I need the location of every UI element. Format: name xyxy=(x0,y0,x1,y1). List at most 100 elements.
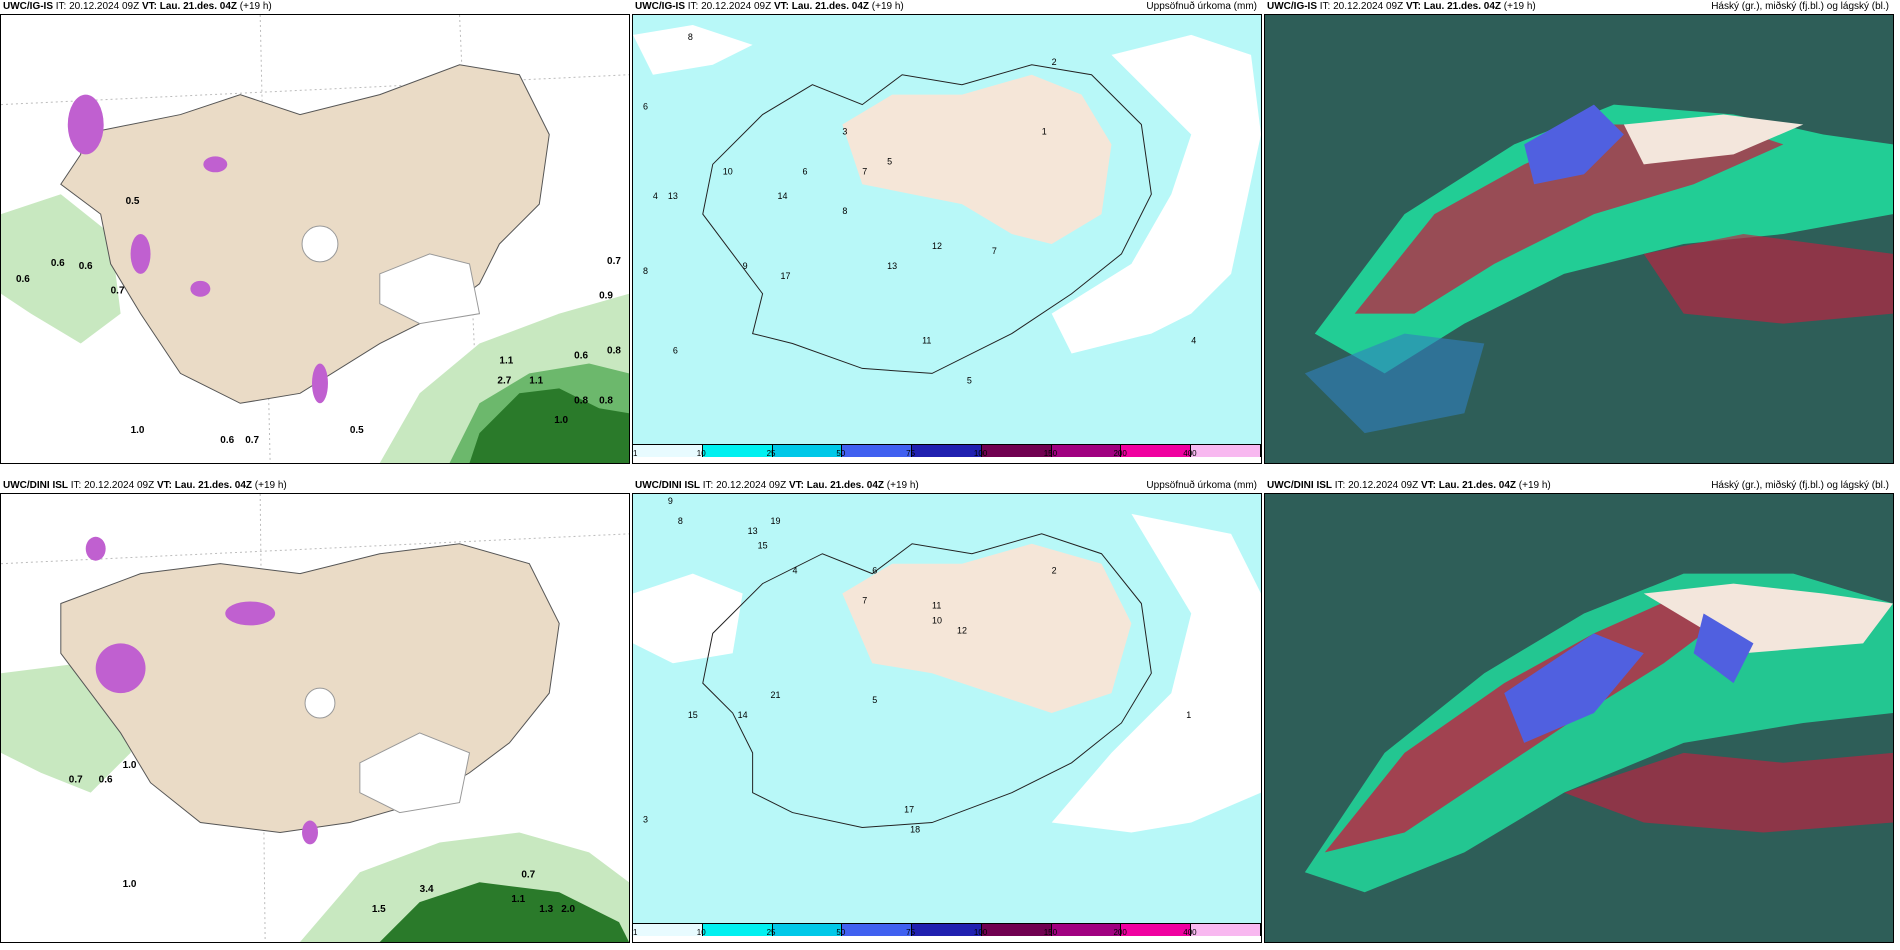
svg-text:5: 5 xyxy=(872,695,877,705)
panel-accum-precip-dini: UWC/DINI ISL IT: 20.12.2024 09Z VT: Lau.… xyxy=(632,480,1262,943)
svg-text:5: 5 xyxy=(887,156,892,166)
colorbar-segment: 10 xyxy=(697,445,773,458)
precip-colorbar: 1 10 25 50 75 100 150 200 400 xyxy=(633,444,1262,463)
svg-text:0.5: 0.5 xyxy=(126,196,140,207)
svg-text:6: 6 xyxy=(802,166,807,176)
panel-clouds-dini: UWC/DINI ISL IT: 20.12.2024 09Z VT: Lau.… xyxy=(1264,480,1894,943)
svg-text:12: 12 xyxy=(957,625,967,635)
svg-text:5: 5 xyxy=(967,375,972,385)
svg-text:8: 8 xyxy=(688,32,693,42)
panel-subtitle: Háský (gr.), miðský (fj.bl.) og lágský (… xyxy=(1711,1,1889,12)
svg-text:3: 3 xyxy=(842,126,847,136)
svg-text:0.7: 0.7 xyxy=(69,775,83,786)
colorbar-segment: 10 xyxy=(697,924,773,937)
svg-text:2.7: 2.7 xyxy=(497,375,511,386)
colorbar-segment: 200 xyxy=(1113,924,1192,937)
svg-text:7: 7 xyxy=(992,246,997,256)
svg-text:1: 1 xyxy=(1186,710,1191,720)
svg-text:1.0: 1.0 xyxy=(123,879,137,890)
svg-text:6: 6 xyxy=(872,566,877,576)
svg-text:15: 15 xyxy=(758,541,768,551)
panel-clouds-igis: UWC/IG-IS IT: 20.12.2024 09Z VT: Lau. 21… xyxy=(1264,1,1894,464)
precip-numbers: 8 6 13 10 4 7 8 6 3 2 1 5 12 17 13 14 11… xyxy=(643,32,1196,385)
svg-text:14: 14 xyxy=(778,191,788,201)
colorbar-segment: 50 xyxy=(836,445,913,458)
colorbar-segment: 25 xyxy=(767,924,843,937)
svg-text:0.6: 0.6 xyxy=(51,258,65,269)
svg-text:0.7: 0.7 xyxy=(111,286,125,297)
svg-text:1.0: 1.0 xyxy=(123,760,137,771)
panel-title: UWC/IG-IS IT: 20.12.2024 09Z VT: Lau. 21… xyxy=(3,1,272,12)
svg-text:0.6: 0.6 xyxy=(574,350,588,361)
precip-numbers: 9 8 13 15 19 4 6 7 11 10 12 21 14 15 17 … xyxy=(643,496,1191,835)
svg-text:1.0: 1.0 xyxy=(554,415,568,426)
svg-text:0.8: 0.8 xyxy=(574,395,588,406)
svg-text:4: 4 xyxy=(653,191,658,201)
svg-text:0.7: 0.7 xyxy=(607,256,621,267)
svg-text:13: 13 xyxy=(748,526,758,536)
colorbar-segment: 200 xyxy=(1113,445,1192,458)
svg-text:1.3: 1.3 xyxy=(539,904,553,915)
panel-title: UWC/IG-IS IT: 20.12.2024 09Z VT: Lau. 21… xyxy=(1267,1,1536,12)
panel-subtitle: Uppsöfnuð úrkoma (mm) xyxy=(1146,480,1257,491)
svg-text:6: 6 xyxy=(673,345,678,355)
svg-text:0.6: 0.6 xyxy=(220,435,234,446)
colorbar-segment: 150 xyxy=(1044,924,1122,937)
colorbar-segment: 100 xyxy=(974,924,1052,937)
iceland-cloud-map xyxy=(1265,494,1893,942)
svg-text:1.0: 1.0 xyxy=(131,425,145,436)
svg-text:9: 9 xyxy=(743,261,748,271)
colorbar-segment: 25 xyxy=(767,445,843,458)
panel-title: UWC/DINI ISL IT: 20.12.2024 09Z VT: Lau.… xyxy=(635,480,919,491)
svg-text:4: 4 xyxy=(1191,336,1196,346)
panel-title: UWC/IG-IS IT: 20.12.2024 09Z VT: Lau. 21… xyxy=(635,1,904,12)
iceland-wind-map: 0.7 0.9 0.8 0.6 1.1 2.7 1.1 0.8 0.8 1.0 … xyxy=(1,15,629,463)
svg-text:8: 8 xyxy=(842,206,847,216)
svg-text:6: 6 xyxy=(643,102,648,112)
svg-text:11: 11 xyxy=(922,336,931,346)
panel-subtitle: Uppsöfnuð úrkoma (mm) xyxy=(1146,1,1257,12)
svg-text:9: 9 xyxy=(668,496,673,506)
svg-text:10: 10 xyxy=(723,166,733,176)
svg-text:18: 18 xyxy=(910,824,920,834)
colorbar-segment: 1 xyxy=(633,445,703,458)
svg-text:7: 7 xyxy=(862,166,867,176)
svg-text:2: 2 xyxy=(1052,566,1057,576)
svg-text:3: 3 xyxy=(643,815,648,825)
svg-text:13: 13 xyxy=(887,261,897,271)
colorbar-segment: 400 xyxy=(1183,445,1262,458)
precip-values: 0.7 0.9 0.8 0.6 1.1 2.7 1.1 0.8 0.8 1.0 … xyxy=(16,196,621,446)
svg-text:10: 10 xyxy=(932,615,942,625)
colorbar-segment: 75 xyxy=(906,924,982,937)
svg-text:2.0: 2.0 xyxy=(561,904,575,915)
iceland-precip-map: 8 6 13 10 4 7 8 6 3 2 1 5 12 17 13 14 11… xyxy=(633,15,1261,446)
svg-text:14: 14 xyxy=(738,710,748,720)
panel-accum-precip-igis: UWC/IG-IS IT: 20.12.2024 09Z VT: Lau. 21… xyxy=(632,1,1262,464)
svg-text:0.6: 0.6 xyxy=(79,261,93,272)
panel-title: UWC/DINI ISL IT: 20.12.2024 09Z VT: Lau.… xyxy=(3,480,287,491)
svg-text:17: 17 xyxy=(781,271,791,281)
svg-text:2: 2 xyxy=(1052,57,1057,67)
panel-precip-wind-dini: UWC/DINI ISL IT: 20.12.2024 09Z VT: Lau.… xyxy=(0,480,630,943)
svg-text:1.1: 1.1 xyxy=(499,355,513,366)
svg-text:1.1: 1.1 xyxy=(529,375,543,386)
svg-text:1.5: 1.5 xyxy=(372,904,386,915)
iceland-precip-map: 9 8 13 15 19 4 6 7 11 10 12 21 14 15 17 … xyxy=(633,494,1261,925)
iceland-wind-map: 1.0 0.7 0.6 1.0 0.7 3.4 1.1 1.3 2.0 1.5 xyxy=(1,494,629,942)
svg-text:0.8: 0.8 xyxy=(607,345,621,356)
colorbar-segment: 75 xyxy=(906,445,982,458)
colorbar-segment: 150 xyxy=(1044,445,1122,458)
svg-text:19: 19 xyxy=(771,516,781,526)
svg-text:1: 1 xyxy=(1042,126,1047,136)
svg-text:17: 17 xyxy=(904,805,914,815)
svg-text:0.7: 0.7 xyxy=(245,435,259,446)
svg-text:8: 8 xyxy=(678,516,683,526)
svg-text:1.1: 1.1 xyxy=(511,894,525,905)
svg-text:0.7: 0.7 xyxy=(521,869,535,880)
panel-title: UWC/DINI ISL IT: 20.12.2024 09Z VT: Lau.… xyxy=(1267,480,1551,491)
colorbar-segment: 400 xyxy=(1183,924,1262,937)
svg-text:0.9: 0.9 xyxy=(599,291,613,302)
svg-text:0.6: 0.6 xyxy=(99,775,113,786)
colorbar-segment: 1 xyxy=(633,924,703,937)
svg-text:4: 4 xyxy=(792,566,797,576)
